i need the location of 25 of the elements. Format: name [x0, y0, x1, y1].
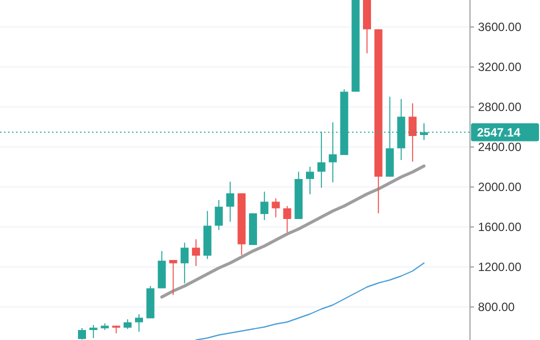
candlestick — [192, 238, 200, 266]
line-series — [195, 262, 425, 340]
y-tick-label: 1200.00 — [478, 260, 522, 274]
y-tick-label: 2400.00 — [478, 140, 522, 154]
y-tick-label: 800.00 — [478, 300, 516, 314]
y-tick-label: 3200.00 — [478, 60, 522, 74]
y-tick-label: 3600.00 — [478, 20, 522, 34]
candlestick — [260, 191, 268, 220]
candlestick — [169, 260, 178, 296]
candlestick — [306, 166, 314, 195]
candlestick — [89, 324, 98, 338]
candlestick — [180, 242, 189, 284]
candlestick — [226, 181, 234, 222]
candlestick — [272, 198, 280, 218]
line-series — [160, 164, 426, 298]
candlestick — [283, 206, 292, 233]
y-tick-label: 2800.00 — [478, 100, 522, 114]
candlestick — [408, 102, 417, 162]
y-tick-label: 1600.00 — [478, 220, 522, 234]
candlestick — [135, 314, 143, 332]
candlestick — [78, 328, 86, 340]
y-tick-label: 2000.00 — [478, 180, 522, 194]
candlestick — [214, 200, 223, 230]
ref-line-label: 2547.14 — [477, 125, 521, 140]
candlestick — [124, 318, 132, 330]
